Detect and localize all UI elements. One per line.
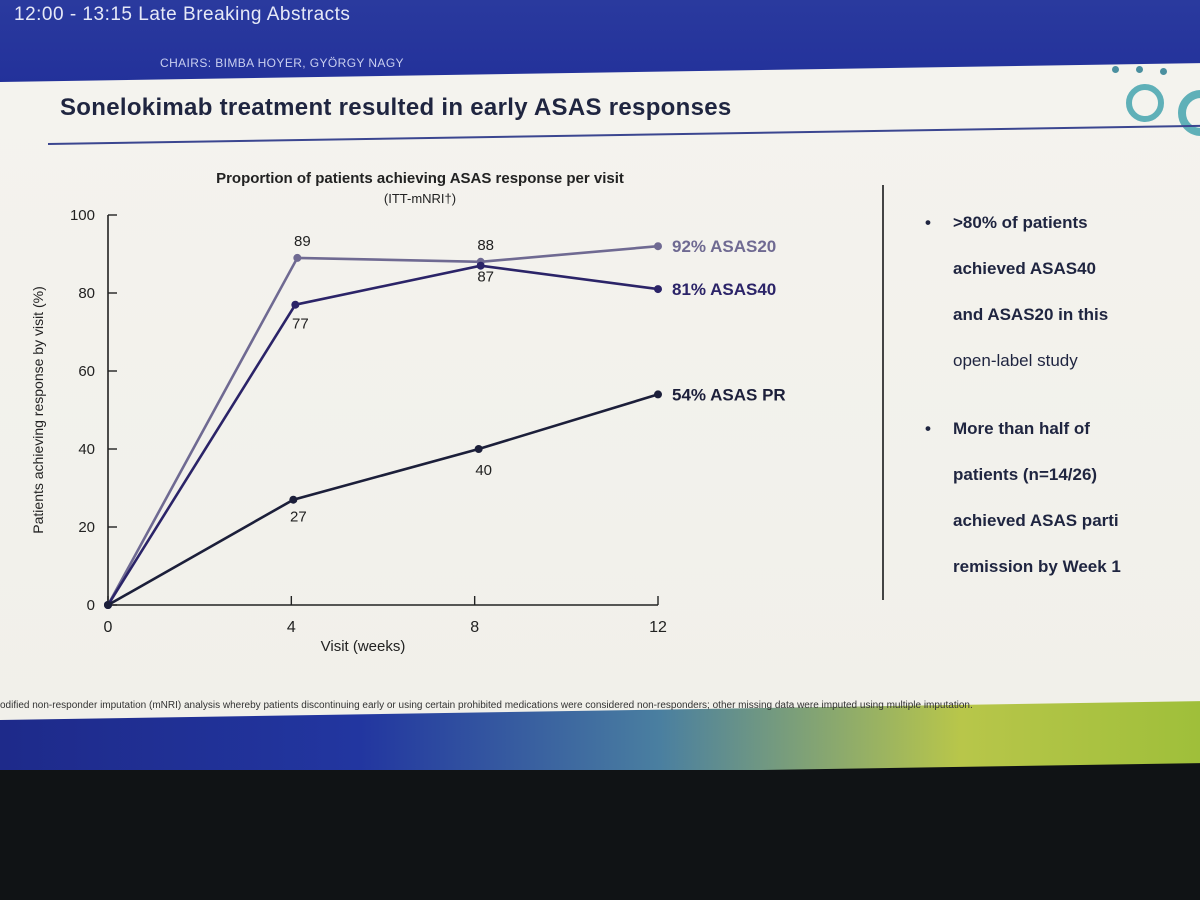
- series-line: [106, 264, 659, 606]
- bullet-line: achieved ASAS parti: [953, 511, 1119, 530]
- y-axis-label: Patients achieving response by visit (%): [30, 286, 46, 533]
- bullet-line: patients (n=14/26): [953, 465, 1098, 484]
- data-label: 88: [477, 237, 494, 254]
- y-tick-label: 0: [87, 597, 95, 614]
- data-point: [654, 242, 662, 251]
- chart-subtitle: (ITT-mNRI†): [383, 191, 457, 206]
- y-tick-label: 100: [70, 207, 95, 224]
- x-axis-label: Visit (weeks): [321, 638, 406, 655]
- decorative-dot-icon: [1112, 66, 1119, 73]
- decorative-dot-icon: [1136, 66, 1143, 73]
- data-label: 27: [290, 509, 307, 526]
- data-point: [654, 390, 662, 399]
- data-point: [654, 285, 662, 294]
- bullet-icon: •: [925, 213, 931, 232]
- chart-title: Proportion of patients achieving ASAS re…: [216, 170, 624, 187]
- footnote: odified non-responder imputation (mNRI) …: [0, 700, 973, 711]
- y-tick-label: 80: [78, 285, 95, 302]
- data-point: [104, 601, 112, 609]
- bullet-line: open-label study: [953, 351, 1078, 370]
- series-line: [107, 393, 659, 607]
- series-end-label: 54% ASAS PR: [672, 385, 786, 404]
- decorative-ring-icon: [1126, 84, 1164, 122]
- bullet-line: achieved ASAS40: [953, 259, 1096, 278]
- bullet-item: • More than half of patients (n=14/26) a…: [925, 406, 1200, 590]
- y-tick-label: 40: [78, 441, 95, 458]
- y-tick-label: 20: [78, 519, 95, 536]
- decorative-dot-icon: [1160, 68, 1167, 75]
- bullet-line: remission by Week 1: [953, 557, 1121, 576]
- session-title: 12:00 - 13:15 Late Breaking Abstracts: [14, 4, 351, 25]
- series-line: [106, 244, 659, 606]
- x-tick-label: 12: [649, 619, 667, 636]
- bullet-line: >80% of patients: [953, 213, 1088, 232]
- bullet-item: • >80% of patients achieved ASAS40 and A…: [925, 200, 1200, 384]
- data-point: [289, 495, 298, 504]
- x-tick-label: 8: [470, 619, 479, 636]
- data-point: [474, 445, 483, 453]
- asas-response-line-chart: 0 20 40 60 80 100 0 4 8 12 Visit (weeks) Patients a…: [30, 207, 786, 655]
- data-point: [293, 253, 302, 262]
- data-label: 89: [294, 233, 311, 250]
- series-end-label: 81% ASAS40: [672, 280, 776, 299]
- bullet-icon: •: [925, 419, 931, 438]
- y-tick-label: 60: [78, 363, 95, 380]
- bullet-line: and ASAS20 in this: [953, 305, 1109, 324]
- bullet-list: • >80% of patients achieved ASAS40 and A…: [925, 200, 1200, 590]
- data-label: 40: [475, 462, 492, 479]
- x-tick-label: 0: [104, 619, 113, 636]
- session-chairs: CHAIRS: BIMBA HOYER, GYÖRGY NAGY: [160, 56, 404, 70]
- bullet-line: More than half of: [953, 419, 1090, 438]
- decorative-ring-icon: [1178, 90, 1200, 136]
- data-label: 77: [292, 316, 309, 333]
- bullet-divider: [882, 185, 884, 600]
- x-tick-label: 4: [287, 619, 296, 636]
- data-point: [476, 261, 485, 270]
- room-background: [0, 770, 1200, 900]
- data-label: 87: [477, 269, 494, 286]
- data-point: [291, 300, 300, 309]
- slide-title: Sonelokimab treatment resulted in early …: [60, 94, 732, 121]
- series-end-label: 92% ASAS20: [672, 237, 776, 256]
